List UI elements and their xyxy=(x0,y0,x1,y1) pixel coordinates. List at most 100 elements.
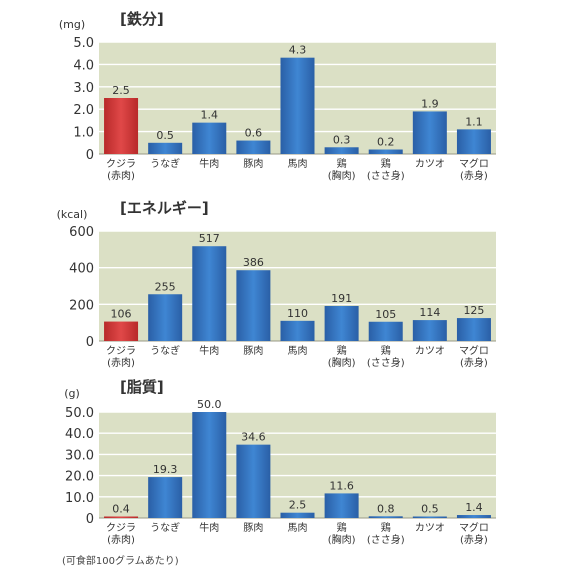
category-label: マグロ xyxy=(459,344,489,357)
y-tick-label: 0 xyxy=(86,148,94,163)
category-label: (胸肉) xyxy=(328,533,356,546)
category-label: うなぎ xyxy=(150,521,180,534)
category-label: (ささ身) xyxy=(367,356,405,369)
category-label: 鶏 xyxy=(337,521,347,534)
category-label: 馬肉 xyxy=(288,344,308,357)
y-tick-label: 40.0 xyxy=(65,427,94,442)
bar xyxy=(236,444,271,518)
chart-title: [エネルギー] xyxy=(120,199,209,217)
category-label: うなぎ xyxy=(150,157,180,170)
data-label: 517 xyxy=(199,232,220,245)
category-label: (ささ身) xyxy=(367,169,405,182)
y-tick-label: 200 xyxy=(69,298,94,313)
data-label: 255 xyxy=(155,280,176,293)
bar xyxy=(324,493,359,518)
bar xyxy=(368,149,403,154)
category-label: 豚肉 xyxy=(243,344,263,357)
category-label: 鶏 xyxy=(337,344,347,357)
category-label: マグロ xyxy=(459,521,489,534)
data-label: 106 xyxy=(111,308,132,321)
y-tick-label: 2.0 xyxy=(73,103,94,118)
bar xyxy=(148,477,183,518)
bar xyxy=(104,98,139,154)
category-label: (胸肉) xyxy=(328,169,356,182)
data-label: 105 xyxy=(375,308,396,321)
bar xyxy=(192,122,227,154)
bar xyxy=(368,321,403,341)
y-tick-label: 20.0 xyxy=(65,470,94,485)
category-label: (赤肉) xyxy=(107,533,135,546)
bar xyxy=(324,305,359,341)
bar xyxy=(456,129,491,154)
y-tick-label: 600 xyxy=(69,225,94,240)
data-label: 19.3 xyxy=(153,463,178,476)
data-label: 2.5 xyxy=(289,499,307,512)
data-label: 0.3 xyxy=(333,133,351,146)
bar xyxy=(104,321,139,341)
data-label: 50.0 xyxy=(197,398,222,411)
category-label: 豚肉 xyxy=(243,521,263,534)
category-label: クジラ xyxy=(106,158,136,170)
data-label: 114 xyxy=(419,306,440,319)
data-label: 34.6 xyxy=(241,431,266,444)
category-label: クジラ xyxy=(106,522,136,534)
data-label: 0.6 xyxy=(245,127,263,140)
category-label: 牛肉 xyxy=(199,157,219,170)
category-label: 馬肉 xyxy=(288,521,308,534)
bar xyxy=(280,320,315,341)
bar xyxy=(192,412,227,518)
category-label: うなぎ xyxy=(150,344,180,357)
category-label: マグロ xyxy=(459,157,489,170)
bar xyxy=(412,111,447,154)
category-label: (ささ身) xyxy=(367,533,405,546)
y-tick-label: 10.0 xyxy=(65,491,94,506)
data-label: 110 xyxy=(287,307,308,320)
category-label: (赤身) xyxy=(460,356,488,369)
category-label: (赤肉) xyxy=(107,169,135,182)
data-label: 1.1 xyxy=(465,115,483,128)
chart-title: [脂質] xyxy=(120,378,164,396)
chart-unit: (kcal) xyxy=(57,208,88,221)
category-label: 豚肉 xyxy=(243,157,263,170)
data-label: 4.3 xyxy=(289,44,307,57)
category-label: 鶏 xyxy=(337,157,347,170)
bar xyxy=(456,515,491,518)
footnote: (可食部100グラムあたり) xyxy=(62,556,179,567)
bar xyxy=(368,516,403,518)
bar xyxy=(280,57,315,154)
category-label: カツオ xyxy=(415,522,445,534)
category-label: カツオ xyxy=(415,345,445,357)
bar xyxy=(148,142,183,154)
y-tick-label: 0 xyxy=(86,335,94,350)
y-tick-label: 30.0 xyxy=(65,448,94,463)
bar xyxy=(412,516,447,518)
category-label: 鶏 xyxy=(381,521,391,534)
category-label: 牛肉 xyxy=(199,344,219,357)
data-label: 386 xyxy=(243,256,264,269)
chart-unit: (g) xyxy=(64,387,80,400)
data-label: 0.8 xyxy=(377,502,395,515)
bar xyxy=(412,320,447,341)
data-label: 1.4 xyxy=(201,109,219,122)
bar xyxy=(104,516,139,518)
bar xyxy=(148,294,183,341)
y-tick-label: 50.0 xyxy=(65,406,94,421)
y-tick-label: 400 xyxy=(69,262,94,277)
data-label: 11.6 xyxy=(329,479,354,492)
y-tick-label: 3.0 xyxy=(73,81,94,96)
bar xyxy=(324,147,359,154)
bar xyxy=(456,318,491,341)
data-label: 0.4 xyxy=(112,503,130,516)
category-label: (赤身) xyxy=(460,169,488,182)
y-tick-label: 4.0 xyxy=(73,58,94,73)
y-tick-label: 1.0 xyxy=(73,126,94,141)
bar xyxy=(192,246,227,341)
category-label: 牛肉 xyxy=(199,521,219,534)
bar xyxy=(236,270,271,341)
category-label: 鶏 xyxy=(381,344,391,357)
data-label: 1.9 xyxy=(421,97,439,110)
category-label: (赤身) xyxy=(460,533,488,546)
data-label: 1.4 xyxy=(465,501,483,514)
data-label: 125 xyxy=(463,304,484,317)
